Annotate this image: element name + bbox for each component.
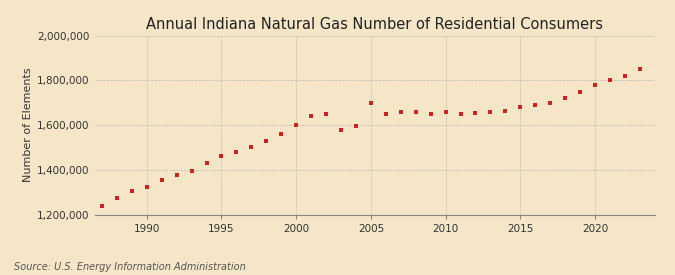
Point: [620, 74, 630, 78]
Point: [261, 139, 272, 143]
Point: [276, 132, 287, 136]
Point: [589, 83, 600, 87]
Point: [186, 169, 197, 173]
Point: [126, 189, 137, 193]
Point: [381, 112, 392, 116]
Point: [201, 161, 212, 165]
Point: [560, 96, 570, 101]
Point: [425, 112, 436, 116]
Point: [157, 178, 167, 182]
Point: [335, 127, 346, 132]
Point: [396, 109, 406, 114]
Text: Source: U.S. Energy Information Administration: Source: U.S. Energy Information Administ…: [14, 262, 245, 272]
Point: [141, 184, 152, 189]
Point: [530, 103, 541, 107]
Point: [500, 108, 511, 113]
Point: [291, 123, 302, 127]
Point: [485, 109, 496, 114]
Point: [365, 101, 376, 105]
Point: [470, 111, 481, 115]
Point: [545, 101, 556, 105]
Point: [574, 89, 585, 94]
Point: [605, 78, 616, 82]
Point: [306, 114, 317, 118]
Point: [171, 173, 182, 178]
Point: [246, 145, 256, 150]
Point: [350, 124, 361, 128]
Point: [321, 112, 331, 116]
Point: [231, 150, 242, 154]
Point: [216, 154, 227, 159]
Point: [97, 204, 107, 208]
Point: [410, 109, 421, 114]
Point: [440, 109, 451, 114]
Y-axis label: Number of Elements: Number of Elements: [23, 68, 33, 182]
Point: [515, 105, 526, 109]
Point: [111, 196, 122, 200]
Point: [455, 112, 466, 116]
Point: [634, 67, 645, 72]
Title: Annual Indiana Natural Gas Number of Residential Consumers: Annual Indiana Natural Gas Number of Res…: [146, 17, 603, 32]
